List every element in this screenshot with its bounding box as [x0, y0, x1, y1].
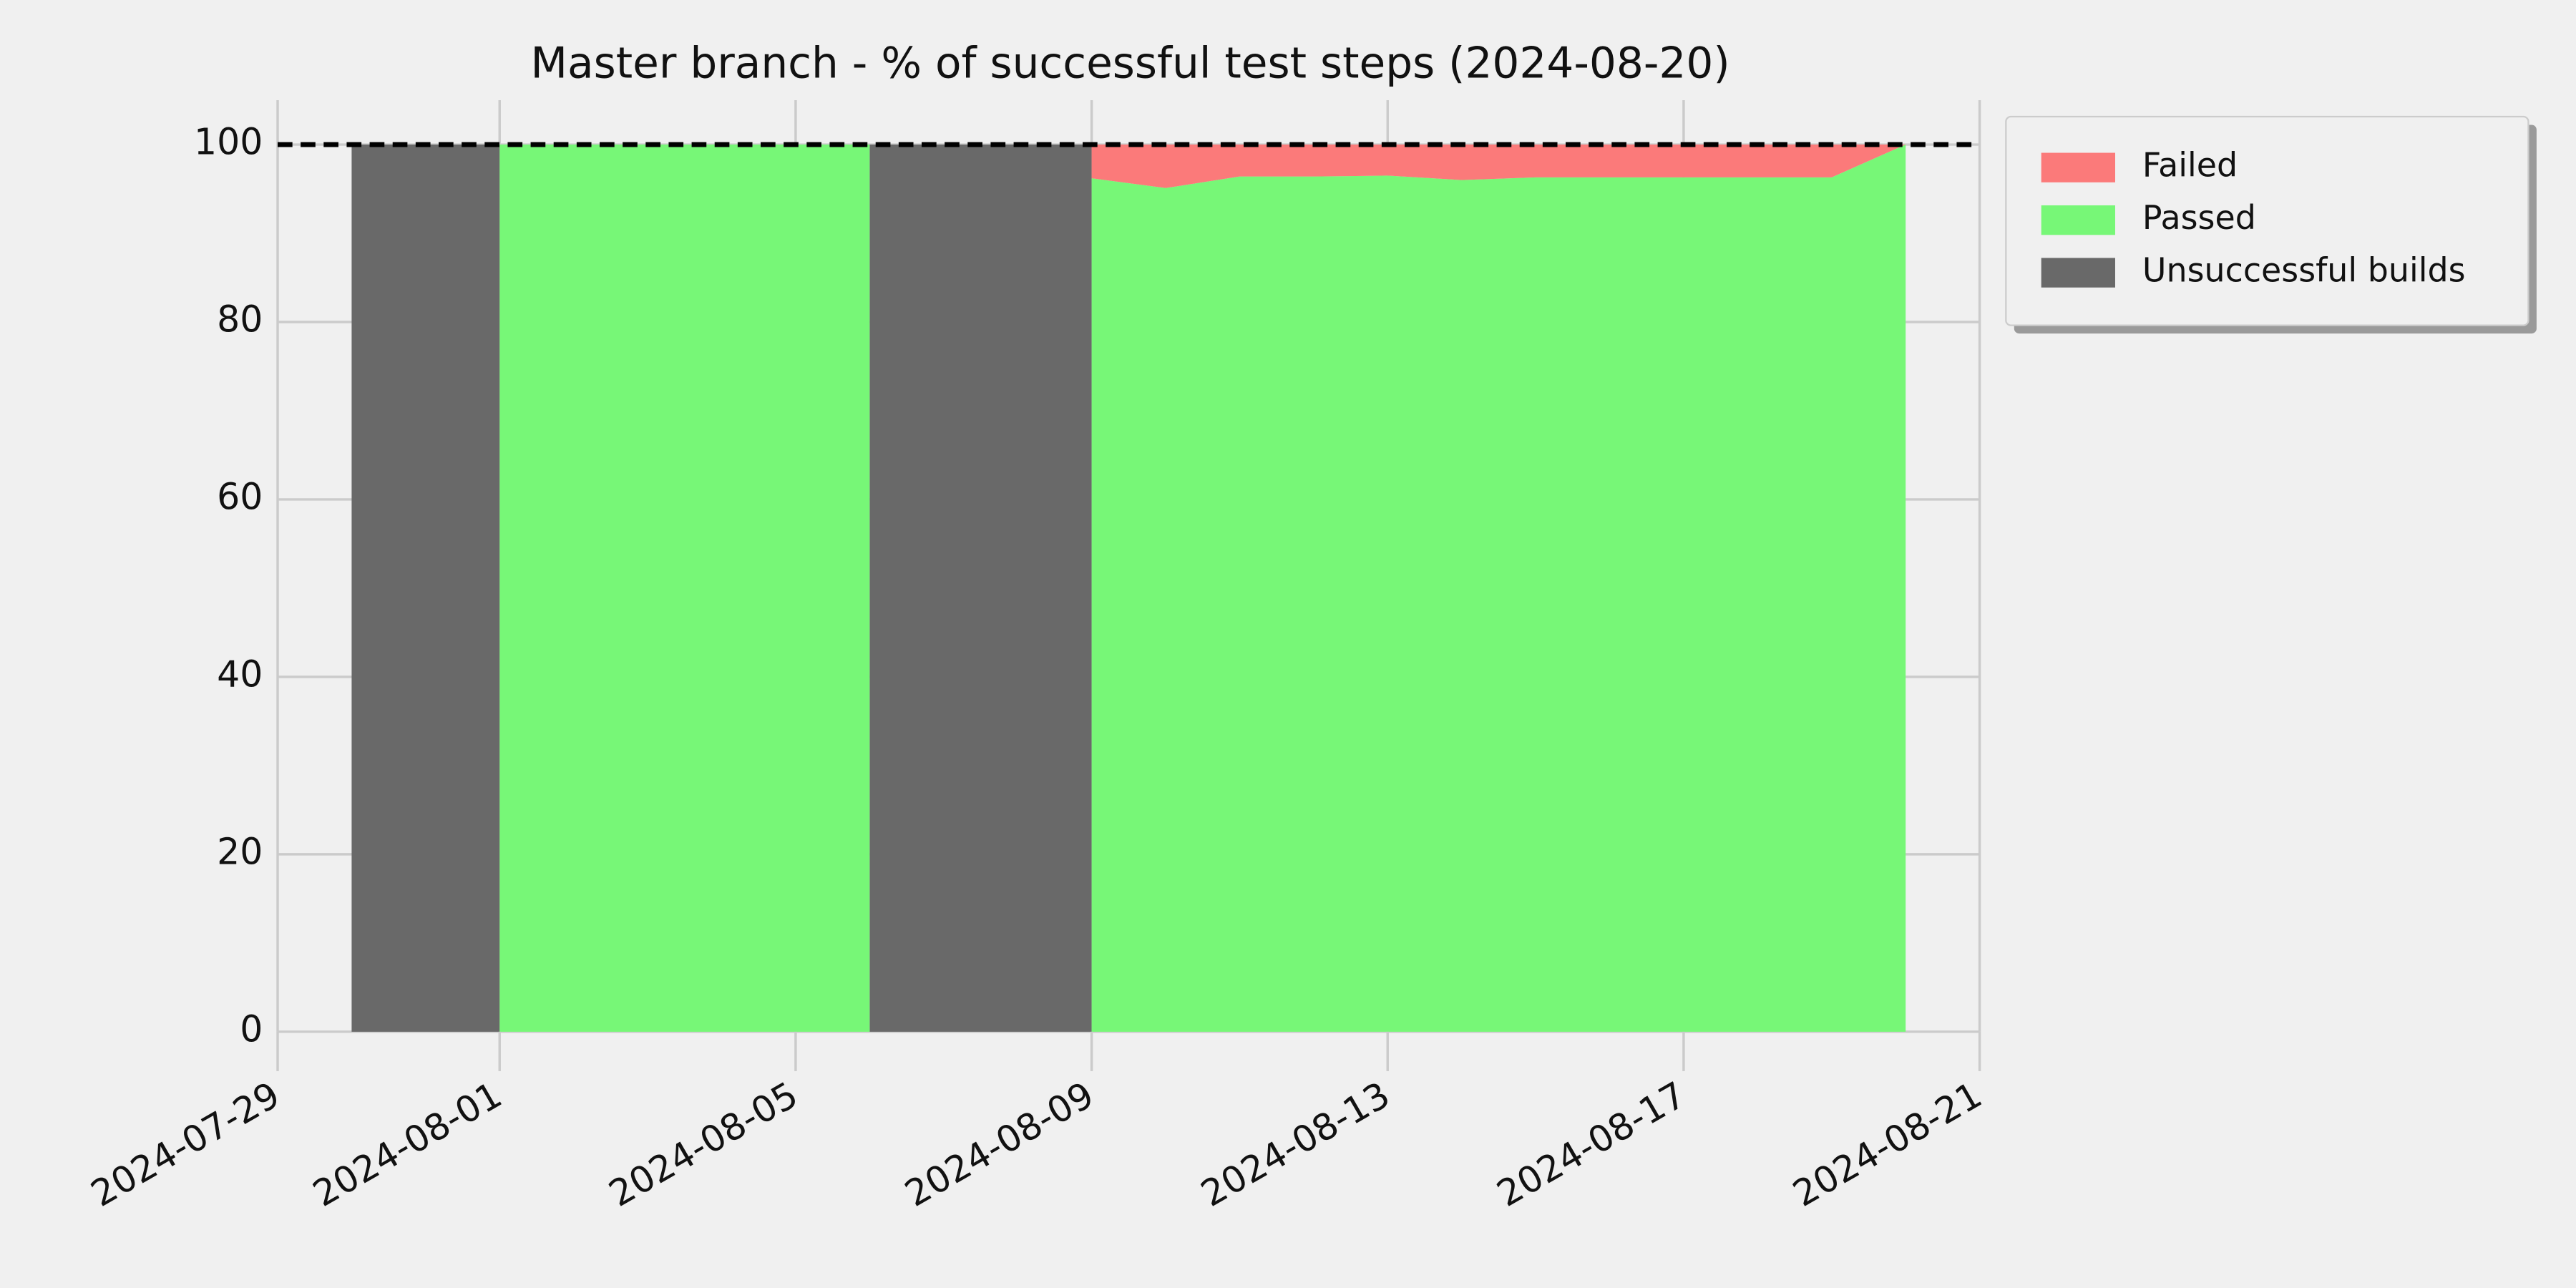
y-tick-label: 0 — [240, 1008, 263, 1050]
legend-box — [2005, 115, 2529, 326]
y-tick-label: 20 — [217, 830, 263, 872]
areas — [351, 145, 1906, 1032]
y-tick-label: 60 — [217, 475, 263, 517]
y-tick-label: 80 — [217, 298, 263, 341]
legend-label: Passed — [2142, 198, 2256, 237]
legend-items: Failed Passed Unsuccessful builds — [2041, 146, 2466, 290]
legend: Failed Passed Unsuccessful builds — [2005, 115, 2537, 334]
y-tick-label: 100 — [194, 121, 263, 163]
legend-swatch — [2041, 258, 2115, 288]
legend-label: Failed — [2142, 146, 2238, 185]
y-tick-label: 40 — [217, 653, 263, 695]
area — [351, 145, 1906, 1032]
legend-swatch — [2041, 205, 2115, 235]
chart-title: Master branch - % of successful test ste… — [531, 39, 1730, 88]
area — [351, 145, 1906, 188]
legend-label: Unsuccessful builds — [2142, 251, 2466, 290]
legend-swatch — [2041, 152, 2115, 182]
